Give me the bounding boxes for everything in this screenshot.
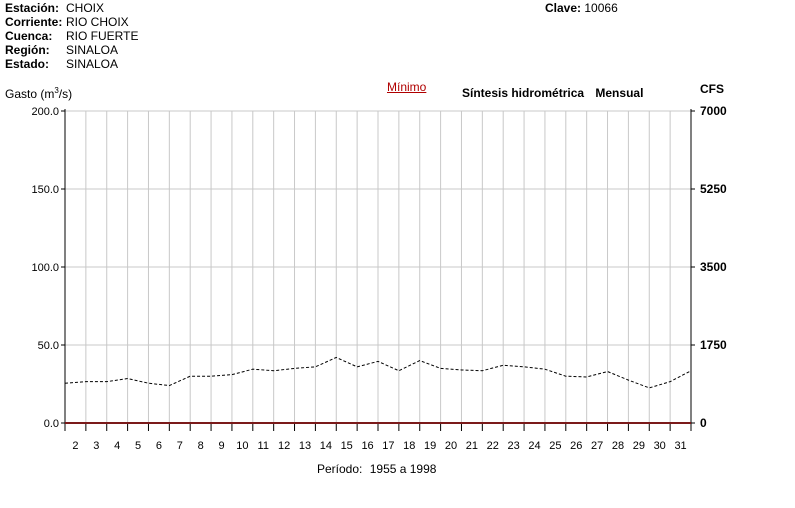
x-tick-label: 12 — [278, 440, 290, 452]
y-tick-label-right: 0 — [700, 416, 707, 430]
x-tick-label: 16 — [361, 440, 373, 452]
y-tick-label-right: 5250 — [700, 182, 727, 196]
x-tick-label: 15 — [341, 440, 353, 452]
x-tick-label: 22 — [487, 440, 499, 452]
x-tick-label: 27 — [591, 440, 603, 452]
station-row-value: SINALOA — [66, 43, 119, 57]
y-tick-label-left: 150.0 — [31, 184, 59, 196]
x-tick-label: 11 — [258, 440, 269, 452]
x-tick-label: 14 — [320, 440, 332, 452]
station-row-label: Cuenca: — [5, 29, 53, 43]
station-row: Región: SINALOA — [5, 43, 118, 57]
y-tick-label-right: 7000 — [700, 104, 727, 118]
station-row-value: RIO CHOIX — [66, 15, 129, 29]
x-tick-label: 17 — [382, 440, 394, 452]
x-tick-label: 25 — [549, 440, 561, 452]
y-tick-label-right: 3500 — [700, 260, 727, 274]
x-tick-label: 26 — [570, 440, 582, 452]
x-tick-label: 8 — [198, 440, 204, 452]
x-tick-label: 6 — [156, 440, 162, 452]
clave-value: 10066 — [584, 1, 618, 15]
series-line-dashed — [64, 356, 692, 389]
y-tick-label-left: 0.0 — [44, 418, 59, 430]
period-label: Período: — [317, 462, 363, 476]
ylabel-text: Gasto (m — [5, 87, 55, 101]
x-tick-label: 5 — [135, 440, 141, 452]
synthesis-mode: Mensual — [595, 86, 644, 100]
minimo-link[interactable]: Mínimo — [387, 80, 427, 94]
x-tick-label: 31 — [674, 440, 686, 452]
x-tick-label: 18 — [403, 440, 415, 452]
x-tick-label: 28 — [612, 440, 624, 452]
station-row: Corriente: RIO CHOIX — [5, 15, 129, 29]
station-row-value: CHOIX — [66, 1, 105, 15]
station-row-label: Estado: — [5, 57, 50, 71]
clave-label: Clave: — [545, 1, 582, 15]
y-tick-label-left: 200.0 — [31, 106, 59, 118]
x-tick-label: 29 — [633, 440, 645, 452]
station-row-value: RIO FUERTE — [66, 29, 139, 43]
station-row: Estación: CHOIX — [5, 1, 104, 15]
x-tick-label: 19 — [424, 440, 436, 452]
x-tick-label: 13 — [299, 440, 311, 452]
x-tick-label: 21 — [466, 440, 478, 452]
ylabel-tail: /s) — [58, 87, 73, 101]
x-tick-label: 30 — [654, 440, 666, 452]
period-value: 1955 a 1998 — [369, 462, 437, 476]
x-tick-label: 10 — [236, 440, 248, 452]
y-tick-label-left: 100.0 — [31, 262, 59, 274]
x-tick-label: 24 — [528, 440, 540, 452]
station-row: Cuenca: RIO FUERTE — [5, 29, 138, 43]
x-tick-label: 4 — [114, 440, 120, 452]
chart-subtitle: Síntesis hidrométrica Mensual — [462, 86, 643, 100]
ylabel-sup: 3 — [54, 86, 59, 95]
station-row-label: Corriente: — [5, 15, 63, 29]
x-tick-label: 7 — [177, 440, 183, 452]
station-row-label: Estación: — [5, 1, 60, 15]
x-tick-label: 20 — [445, 440, 457, 452]
period-caption: Período: 1955 a 1998 — [317, 462, 436, 476]
x-tick-label: 9 — [218, 440, 224, 452]
synthesis-title: Síntesis hidrométrica — [462, 86, 585, 100]
y-tick-label-right: 1750 — [700, 338, 727, 352]
x-tick-label: 23 — [508, 440, 520, 452]
x-tick-label: 2 — [72, 440, 78, 452]
y-axis-right-label: CFS — [700, 82, 724, 96]
station-row-label: Región: — [5, 43, 50, 57]
y-tick-label-left: 50.0 — [38, 340, 59, 352]
y-axis-left-label: Gasto (m3/s) — [5, 86, 72, 101]
station-row-value: SINALOA — [66, 57, 119, 71]
x-tick-label: 3 — [93, 440, 99, 452]
station-row: Estado: SINALOA — [5, 57, 118, 71]
station-code: Clave: 10066 — [545, 1, 618, 15]
